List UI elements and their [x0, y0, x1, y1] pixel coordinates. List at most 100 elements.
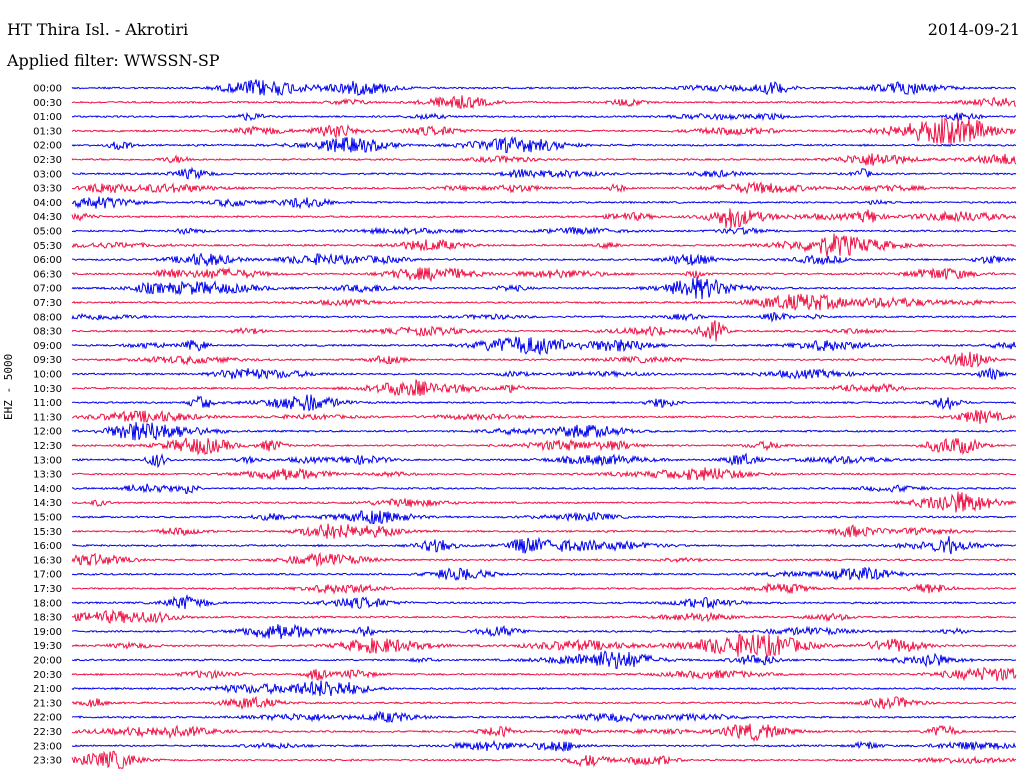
trace-line — [71, 196, 1017, 210]
time-tick-label: 05:00 — [33, 227, 62, 238]
trace-line — [71, 695, 1017, 710]
time-tick-label: 12:30 — [33, 441, 62, 452]
filter-label: Applied filter: WWSSN-SP — [7, 51, 220, 70]
time-tick-label: 11:00 — [33, 398, 62, 409]
trace-line — [71, 552, 1017, 568]
trace-line — [71, 623, 1017, 640]
trace-line — [71, 111, 1017, 123]
time-tick-label: 20:30 — [33, 670, 62, 681]
trace-line — [71, 311, 1017, 323]
time-tick-label: 02:30 — [33, 155, 62, 166]
trace-line — [71, 409, 1017, 424]
time-tick-label: 16:00 — [33, 541, 62, 552]
trace-line — [71, 394, 1017, 412]
time-tick-label: 10:00 — [33, 370, 62, 381]
time-tick-label: 00:30 — [33, 98, 62, 109]
time-tick-label: 07:00 — [33, 284, 62, 295]
time-tick-label: 08:30 — [33, 327, 62, 338]
time-tick-label: 22:00 — [33, 713, 62, 724]
trace-line — [71, 483, 1017, 495]
trace-line — [71, 650, 1017, 669]
time-tick-label: 10:30 — [33, 384, 62, 395]
time-tick-label: 18:00 — [33, 598, 62, 609]
time-tick-label: 23:30 — [33, 756, 62, 767]
trace-line — [71, 153, 1017, 166]
trace-line — [71, 566, 1017, 581]
time-tick-label: 09:00 — [33, 341, 62, 352]
trace-line — [71, 180, 1017, 195]
time-tick-label: 14:00 — [33, 484, 62, 495]
time-tick-label: 14:30 — [33, 498, 62, 509]
time-tick-label: 00:00 — [33, 84, 62, 95]
trace-line — [71, 723, 1017, 743]
time-tick-label: 21:00 — [33, 684, 62, 695]
time-tick-label: 17:00 — [33, 570, 62, 581]
trace-line — [71, 710, 1017, 723]
time-tick-label: 05:30 — [33, 241, 62, 252]
trace-line — [71, 277, 1017, 300]
trace-line — [71, 136, 1017, 154]
time-tick-label: 19:30 — [33, 641, 62, 652]
time-tick-label: 03:00 — [33, 169, 62, 180]
time-tick-label: 01:00 — [33, 112, 62, 123]
trace-line — [71, 351, 1017, 368]
time-tick-label: 13:30 — [33, 470, 62, 481]
time-tick-label: 08:00 — [33, 312, 62, 323]
trace-line — [71, 166, 1017, 180]
trace-line — [71, 467, 1017, 481]
time-tick-label: 13:00 — [33, 455, 62, 466]
time-tick-label: 20:00 — [33, 656, 62, 667]
trace-line — [71, 582, 1017, 595]
trace-line — [71, 208, 1017, 228]
time-tick-label: 19:00 — [33, 627, 62, 638]
station-title: HT Thira Isl. - Akrotiri — [7, 20, 189, 39]
trace-line — [71, 523, 1017, 539]
trace-line — [71, 118, 1017, 145]
trace-line — [71, 266, 1017, 283]
time-tick-label: 18:30 — [33, 613, 62, 624]
trace-line — [72, 95, 1017, 110]
trace-line — [71, 320, 1017, 342]
trace-line — [71, 633, 1017, 660]
time-tick-label: 02:00 — [33, 141, 62, 152]
time-tick-label: 17:30 — [33, 584, 62, 595]
time-tick-label: 11:30 — [33, 412, 62, 423]
trace-line — [71, 336, 1017, 356]
time-tick-label: 04:00 — [33, 198, 62, 209]
trace-line — [71, 536, 1017, 555]
time-tick-label: 01:30 — [33, 126, 62, 137]
time-tick-label: 16:30 — [33, 555, 62, 566]
trace-line — [71, 452, 1017, 469]
time-tick-label: 15:30 — [33, 527, 62, 538]
trace-line — [71, 366, 1017, 381]
trace-line — [71, 608, 1017, 624]
date-label: 2014-09-21 — [927, 20, 1020, 39]
trace-line — [71, 510, 1017, 525]
time-tick-label: 07:30 — [33, 298, 62, 309]
trace-line — [71, 750, 1017, 770]
trace-line — [71, 252, 1016, 267]
trace-line — [71, 739, 1017, 753]
trace-line — [71, 79, 1017, 96]
trace-line — [71, 233, 1017, 257]
time-tick-label: 15:00 — [33, 513, 62, 524]
time-tick-label: 12:00 — [33, 427, 62, 438]
trace-line — [71, 226, 1017, 236]
time-tick-label: 22:30 — [33, 727, 62, 738]
trace-line — [71, 680, 1017, 697]
trace-line — [71, 379, 1017, 397]
time-tick-label: 06:00 — [33, 255, 62, 266]
time-tick-label: 06:30 — [33, 269, 62, 280]
time-tick-label: 23:00 — [33, 741, 62, 752]
time-tick-label: 09:30 — [33, 355, 62, 366]
time-tick-label: 04:30 — [33, 212, 62, 223]
time-tick-label: 03:30 — [33, 184, 62, 195]
trace-line — [71, 666, 1017, 682]
time-tick-label: 21:30 — [33, 698, 62, 709]
trace-line — [71, 437, 1017, 456]
trace-line — [71, 422, 1017, 441]
trace-line — [71, 491, 1017, 513]
trace-line — [71, 293, 1017, 311]
trace-line — [71, 593, 1017, 610]
